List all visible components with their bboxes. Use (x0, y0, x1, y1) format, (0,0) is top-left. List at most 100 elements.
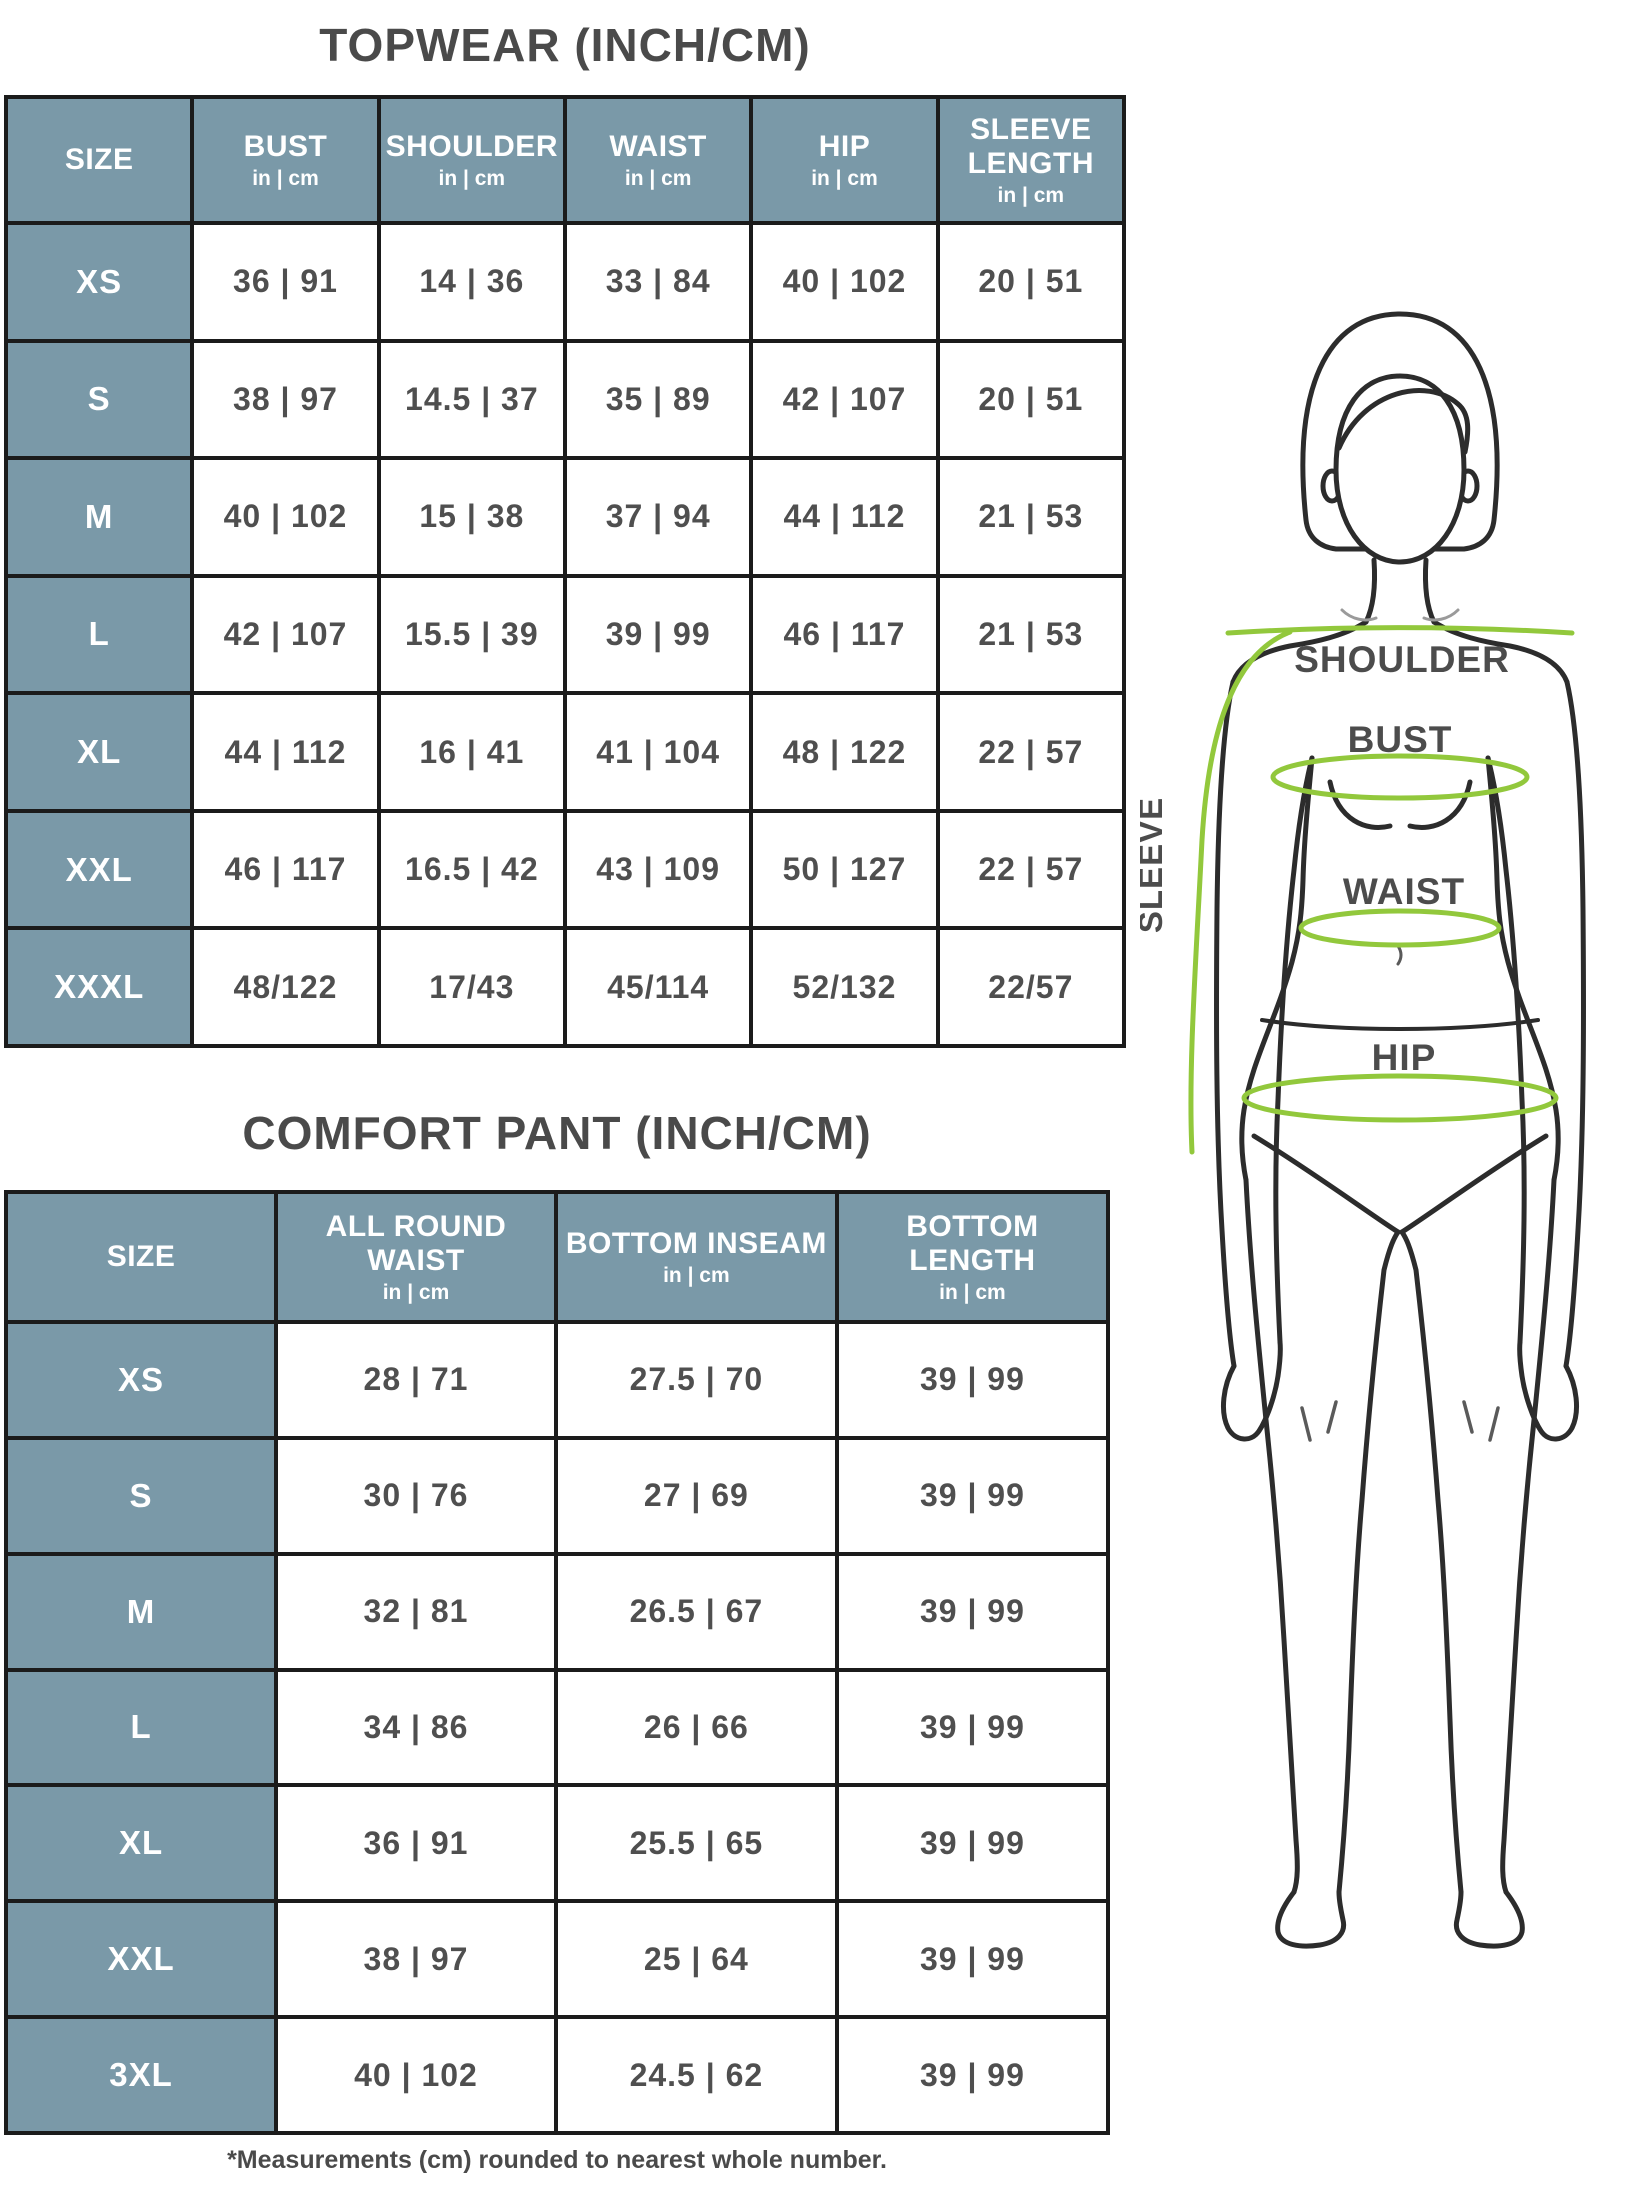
measurement-value: 36 | 91 (274, 1783, 558, 1904)
measurement-labels: SHOULDER BUST WAIST HIP SLEEVE (1140, 639, 1510, 1078)
measurement-value: 48/122 (190, 926, 381, 1048)
measurement-value: 37 | 94 (562, 456, 754, 578)
measurement-value: 22 | 57 (935, 808, 1127, 931)
measurement-value: 50 | 127 (749, 808, 940, 931)
right-collarbone (1422, 608, 1460, 622)
right-leg-inner (1399, 1229, 1464, 1895)
col-header-size: SIZE (3, 1190, 279, 1324)
measurement-value: 15.5 | 39 (376, 573, 567, 696)
face-outline (1333, 373, 1467, 565)
measurement-value: 25 | 64 (553, 1899, 839, 2020)
measurements-footnote: *Measurements (cm) rounded to nearest wh… (227, 2146, 887, 2174)
comfort-pant-size-table: SIZE ALL ROUND WAIST in | cm BOTTOM INSEAM i… (3, 1190, 1111, 2135)
measurement-value: 21 | 53 (935, 456, 1127, 578)
measurement-value: 44 | 112 (190, 691, 381, 813)
measurement-value: 42 | 107 (749, 338, 940, 461)
torso-left (1239, 755, 1315, 1183)
measurement-value: 41 | 104 (562, 691, 754, 813)
right-arm-outer (1563, 679, 1586, 1369)
col-header-label: SLEEVE LENGTH (967, 112, 1094, 181)
measurement-value: 20 | 51 (935, 221, 1127, 343)
left-knee-marks (1300, 1400, 1338, 1442)
right-foot (1453, 1889, 1525, 1949)
measurement-value: 38 | 97 (190, 338, 381, 461)
col-header-shoulder: SHOULDER in | cm (376, 95, 567, 225)
table-row: S 30 | 76 27 | 69 39 | 99 (3, 1435, 1111, 1556)
measurement-value: 34 | 86 (274, 1667, 558, 1788)
measurement-value: 33 | 84 (562, 221, 754, 343)
table-row: XS 28 | 71 27.5 | 70 39 | 99 (3, 1320, 1111, 1440)
size-label: XXXL (3, 926, 195, 1048)
measurement-value: 16.5 | 42 (376, 808, 567, 931)
col-header-sleeve-length: SLEEVE LENGTH in | cm (935, 95, 1127, 225)
measurement-value: 16 | 41 (376, 691, 567, 813)
measurement-value: 40 | 102 (190, 456, 381, 578)
left-hand (1221, 1339, 1283, 1442)
size-label: XL (3, 1783, 279, 1904)
measurement-value: 22 | 57 (935, 691, 1127, 813)
size-label: XXL (3, 808, 195, 931)
unit-label: in | cm (997, 183, 1065, 207)
right-hand (1517, 1339, 1579, 1442)
col-header-hip: HIP in | cm (749, 95, 940, 225)
col-header-waist: WAIST in | cm (562, 95, 754, 225)
col-header-bust: BUST in | cm (190, 95, 381, 225)
col-header-label: SIZE (106, 1239, 176, 1273)
header-row: SIZE ALL ROUND WAIST in | cm BOTTOM INSEAM i… (3, 1190, 1111, 1324)
measurement-value: 28 | 71 (274, 1320, 558, 1440)
left-arm-outer (1214, 679, 1237, 1369)
measurement-value: 15 | 38 (376, 456, 567, 578)
measurement-value: 45/114 (562, 926, 754, 1048)
col-header-label: BOTTOM LENGTH (906, 1209, 1039, 1278)
table-row: XL 36 | 91 25.5 | 65 39 | 99 (3, 1783, 1111, 1904)
size-label: L (3, 1667, 279, 1788)
measurement-value: 39 | 99 (562, 573, 754, 696)
measurement-value: 26 | 66 (553, 1667, 839, 1788)
col-header-label: ALL ROUND WAIST (325, 1209, 507, 1278)
neck-right (1423, 557, 1437, 625)
measurement-value: 20 | 51 (935, 338, 1127, 461)
unit-label: in | cm (382, 1280, 450, 1304)
measurement-value: 40 | 102 (274, 2015, 558, 2135)
measurement-value: 27 | 69 (553, 1435, 839, 1556)
measurement-value: 17/43 (376, 926, 567, 1048)
measurement-value: 46 | 117 (190, 808, 381, 931)
measurement-value: 44 | 112 (749, 456, 940, 578)
measurement-value: 39 | 99 (834, 1899, 1111, 2020)
table-row: XS 36 | 91 14 | 36 33 | 84 40 | 102 20 | 51 (3, 221, 1127, 343)
topwear-table-header: SIZE BUST in | cm SHOULDER in | cm WAIST in | … (3, 95, 1127, 225)
measurement-value: 22/57 (935, 926, 1127, 1048)
shoulder-label: SHOULDER (1294, 639, 1510, 680)
measurement-value: 42 | 107 (190, 573, 381, 696)
measurement-value: 43 | 109 (562, 808, 754, 931)
measurement-value: 39 | 99 (834, 1551, 1111, 1672)
table-row: M 32 | 81 26.5 | 67 39 | 99 (3, 1551, 1111, 1672)
bust-curve-left (1327, 779, 1393, 830)
bust-measure-ellipse (1270, 753, 1530, 801)
comfort-pant-table-body: XS 28 | 71 27.5 | 70 39 | 99 S 30 | 76 27 | 69… (3, 1320, 1111, 2135)
col-header-label: SIZE (64, 142, 134, 176)
right-shoulder (1431, 619, 1570, 685)
measurement-value: 14 | 36 (376, 221, 567, 343)
comfort-pant-table-header: SIZE ALL ROUND WAIST in | cm BOTTOM INSEAM i… (3, 1190, 1111, 1324)
unit-label: in | cm (939, 1280, 1006, 1304)
comfort-pant-title: COMFORT PANT (INCH/CM) (242, 1107, 872, 1159)
col-header-size: SIZE (3, 95, 195, 225)
unit-label: in | cm (624, 166, 692, 190)
torso-right (1485, 755, 1561, 1183)
topwear-title: TOPWEAR (INCH/CM) (319, 19, 811, 71)
left-leg-outer (1243, 1177, 1300, 1895)
measurement-lines (1188, 625, 1575, 1155)
briefs-left-edge (1251, 1133, 1401, 1235)
table-row: 3XL 40 | 102 24.5 | 62 39 | 99 (3, 2015, 1111, 2135)
size-label: XXL (3, 1899, 279, 2020)
table-row: L 42 | 107 15.5 | 39 39 | 99 46 | 117 21 | 53 (3, 573, 1127, 696)
left-collarbone (1340, 608, 1378, 622)
size-label: XS (3, 221, 195, 343)
briefs-right-edge (1399, 1133, 1549, 1235)
sleeve-measure-line (1188, 629, 1293, 1155)
col-header-label: BUST (243, 130, 328, 164)
measurement-value: 39 | 99 (834, 1320, 1111, 1440)
measurement-value: 46 | 117 (749, 573, 940, 696)
waist-label: WAIST (1343, 871, 1465, 912)
